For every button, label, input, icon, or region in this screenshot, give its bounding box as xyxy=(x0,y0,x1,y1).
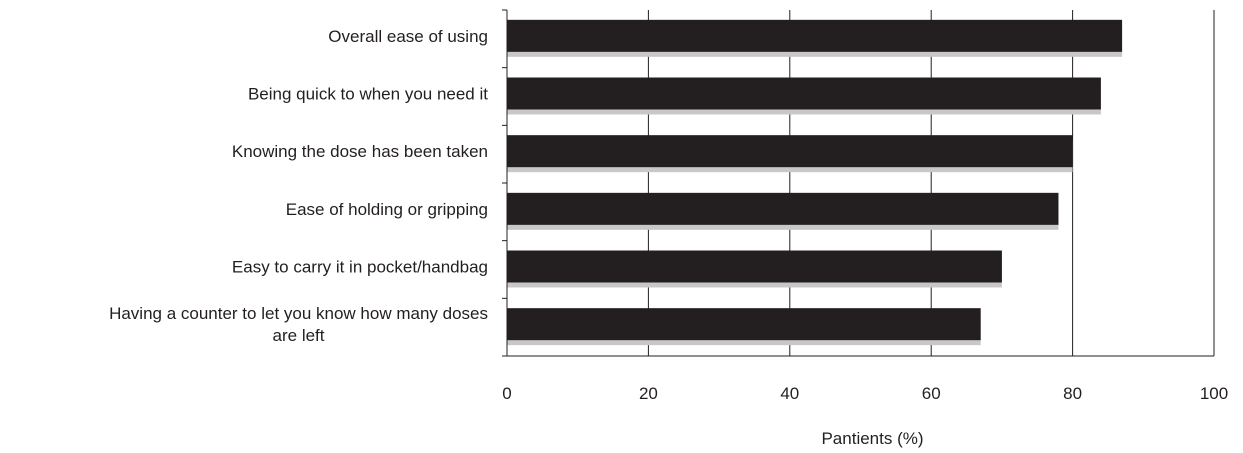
x-tick-labels: 0 20 40 60 80 100 xyxy=(502,384,1228,403)
x-axis-title: Pantients (%) xyxy=(821,429,923,448)
bar xyxy=(507,192,1059,225)
bar xyxy=(507,250,1002,283)
category-label: Easy to carry it in pocket/handbag xyxy=(232,258,488,277)
bar xyxy=(507,77,1101,110)
category-label: Being quick to when you need it xyxy=(248,85,488,104)
x-tick-label: 0 xyxy=(502,384,511,403)
category-label: Knowing the dose has been taken xyxy=(232,142,488,161)
bar xyxy=(507,308,981,341)
category-label: Overall ease of using xyxy=(328,27,488,46)
category-label: Having a counter to let you know how man… xyxy=(109,304,488,323)
x-tick-label: 40 xyxy=(780,384,799,403)
x-tick-label: 20 xyxy=(639,384,658,403)
category-label: are left xyxy=(273,326,325,345)
axes xyxy=(502,9,1214,357)
category-labels: Overall ease of using Being quick to when… xyxy=(109,27,488,345)
bar xyxy=(507,135,1073,168)
x-tick-label: 100 xyxy=(1200,384,1228,403)
category-label: Ease of holding or gripping xyxy=(286,200,488,219)
x-tick-label: 80 xyxy=(1063,384,1082,403)
x-tick-label: 60 xyxy=(922,384,941,403)
bar xyxy=(507,19,1123,52)
bars xyxy=(507,19,1123,346)
gridlines xyxy=(647,10,1215,356)
